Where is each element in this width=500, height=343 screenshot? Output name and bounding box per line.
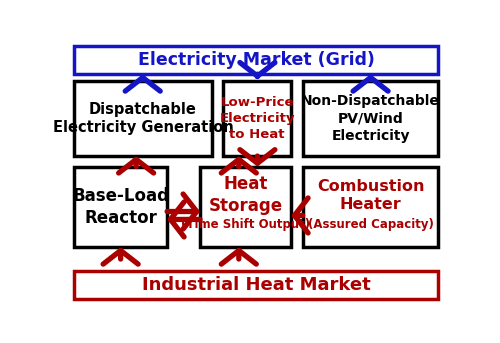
Text: Heat
Storage: Heat Storage <box>208 175 282 215</box>
Text: (Assured Capacity): (Assured Capacity) <box>308 217 434 230</box>
Text: Combustion
Heater: Combustion Heater <box>317 178 424 212</box>
FancyBboxPatch shape <box>74 81 212 156</box>
Text: Industrial Heat Market: Industrial Heat Market <box>142 276 370 294</box>
Text: Electricity Market (Grid): Electricity Market (Grid) <box>138 51 374 69</box>
FancyBboxPatch shape <box>303 81 438 156</box>
FancyBboxPatch shape <box>224 81 291 156</box>
FancyBboxPatch shape <box>74 46 438 74</box>
Text: Dispatchable
Electricity Generation: Dispatchable Electricity Generation <box>52 102 234 135</box>
FancyBboxPatch shape <box>200 167 291 247</box>
FancyBboxPatch shape <box>303 167 438 247</box>
Text: Non-Dispatchable
PV/Wind
Electricity: Non-Dispatchable PV/Wind Electricity <box>301 94 440 143</box>
FancyBboxPatch shape <box>74 271 438 299</box>
Text: Low-Price
Electricity
to Heat: Low-Price Electricity to Heat <box>220 96 295 141</box>
Text: Base-Load
Reactor: Base-Load Reactor <box>72 187 169 227</box>
FancyBboxPatch shape <box>74 167 167 247</box>
Text: (Time Shift Output): (Time Shift Output) <box>181 217 310 230</box>
